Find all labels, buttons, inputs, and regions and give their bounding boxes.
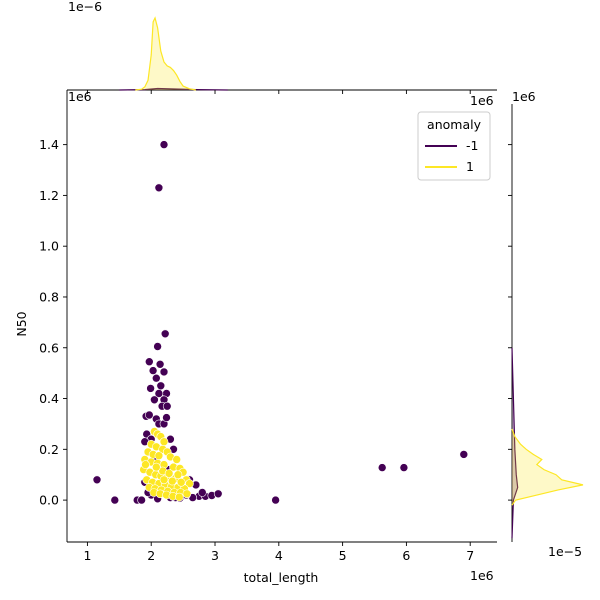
scatter-point-anomaly [110, 495, 120, 505]
right-density-offset-label: 1e−5 [548, 544, 582, 559]
scatter-point-normal [159, 437, 169, 447]
scatter-point-normal [164, 469, 174, 478]
x-offset-label: 1e6 [470, 568, 494, 583]
scatter-point-anomaly [198, 488, 207, 497]
scatter-point-anomaly [154, 389, 164, 398]
scatter-point-normal [182, 489, 192, 499]
scatter-point-normal [173, 470, 183, 480]
scatter-point-anomaly [148, 366, 158, 375]
y-tick-label: 1.2 [39, 188, 59, 203]
scatter-point-normal [176, 477, 186, 487]
scatter-point-anomaly [162, 413, 171, 422]
scatter-point-anomaly [159, 140, 169, 149]
scatter-point-normal [154, 451, 164, 461]
scatter-point-normal [141, 460, 150, 469]
y-tick-label: 1.4 [39, 137, 59, 152]
scatter-point-normal [168, 476, 177, 486]
top-axis-offset-label: 1e6 [470, 93, 494, 108]
x-axis-label: total_length [244, 570, 319, 585]
scatter-point-anomaly [213, 489, 223, 499]
y-tick-label: 0.6 [39, 340, 59, 355]
scatter-point-anomaly [162, 401, 172, 411]
scatter-point-anomaly [145, 410, 154, 420]
scatter-point-anomaly [150, 395, 159, 405]
legend-label-1: 1 [466, 159, 474, 174]
x-tick-label: 5 [339, 548, 347, 563]
scatter-point-anomaly [145, 357, 154, 367]
scatter-point-normal [152, 462, 161, 472]
x-tick-label: 3 [211, 548, 219, 563]
marginal-y-line-1 [511, 428, 584, 506]
top-density-offset-label: 1e−6 [68, 0, 102, 14]
scatter-point-anomaly [160, 329, 170, 339]
scatter-point-anomaly [137, 495, 146, 505]
x-tick-label: 7 [466, 548, 474, 563]
legend-title: anomaly [427, 117, 482, 132]
scatter-point-anomaly [271, 495, 280, 505]
scatter-points [92, 140, 469, 505]
scatter-point-anomaly [154, 183, 164, 193]
scatter-point-anomaly [146, 384, 155, 393]
y-tick-label: 0.2 [39, 442, 59, 457]
y-tick-label: 0.4 [39, 391, 59, 406]
marginal-y-density [511, 104, 584, 542]
scatter-point-anomaly [377, 463, 387, 472]
x-tick-label: 1 [83, 548, 91, 563]
scatter-point-anomaly [156, 381, 166, 391]
scatter-point-anomaly [159, 367, 169, 377]
legend-label-neg1: -1 [466, 138, 478, 153]
scatter-point-anomaly [152, 373, 161, 383]
main-axis-ticks: 1 2 3 4 5 6 7 0.0 0.2 0.4 0.6 0.8 1.0 1.2 1.4 [39, 90, 512, 563]
x-tick-label: 2 [147, 548, 155, 563]
marginal-y-fill-1 [512, 429, 583, 506]
scatter-point-normal [159, 475, 169, 485]
y-tick-label: 1.0 [39, 239, 59, 254]
legend: anomaly -1 1 [417, 111, 491, 181]
marginal-x-line-1 [135, 16, 196, 91]
scatter-point-anomaly [153, 342, 162, 351]
marginal-x-density [67, 16, 497, 91]
scatter-point-normal [172, 455, 181, 464]
scatter-point-anomaly [399, 463, 409, 472]
marginal-y-line-neg1 [511, 347, 519, 539]
y-tick-label: 0.8 [39, 289, 59, 304]
scatter-point-anomaly [92, 475, 102, 485]
y-tick-label: 0.0 [39, 493, 59, 508]
x-tick-label: 4 [275, 548, 283, 563]
scatter-point-normal [185, 479, 194, 488]
right-axis-offset-label: 1e6 [512, 89, 536, 104]
marginal-x-fill-1 [135, 18, 196, 90]
y-offset-label: 1e6 [68, 89, 92, 104]
x-tick-label: 6 [402, 548, 410, 563]
scatter-point-anomaly [155, 359, 165, 369]
scatter-point-anomaly [459, 450, 469, 459]
y-axis-label: N50 [14, 311, 29, 336]
scatter-point-normal [175, 492, 184, 502]
